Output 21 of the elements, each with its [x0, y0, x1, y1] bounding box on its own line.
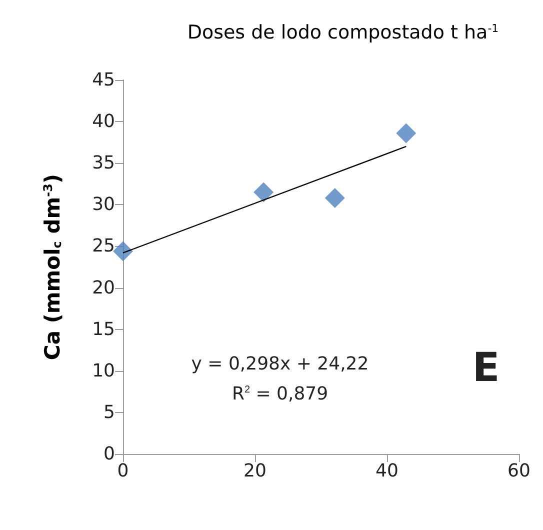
- y-tick-label: 30: [92, 194, 115, 216]
- y-tick-label: 35: [92, 152, 115, 174]
- x-tick-label: 20: [244, 460, 266, 482]
- point: [254, 182, 274, 202]
- point: [113, 241, 133, 262]
- x-tick-label: 60: [508, 460, 530, 482]
- annotation: E: [472, 345, 500, 391]
- y-tick-label: 40: [92, 111, 115, 132]
- y-tick-label: 20: [92, 277, 115, 298]
- point: [324, 188, 345, 208]
- y-tick-label: 45: [92, 70, 115, 90]
- y-tick-label: 5: [104, 402, 115, 423]
- annotation: y = 0,298x + 24,22: [191, 354, 369, 374]
- y-tick-label: 25: [92, 236, 115, 257]
- x-tick-label: 0: [117, 460, 129, 482]
- y-tick-label: 15: [92, 318, 115, 340]
- point: [396, 123, 416, 144]
- x-tick-label: 40: [376, 460, 398, 482]
- y-axis-title: Ca (mmolc dm-3): [40, 174, 64, 360]
- y-tick-label: 10: [92, 360, 115, 382]
- y-tick-label: 0: [104, 444, 115, 464]
